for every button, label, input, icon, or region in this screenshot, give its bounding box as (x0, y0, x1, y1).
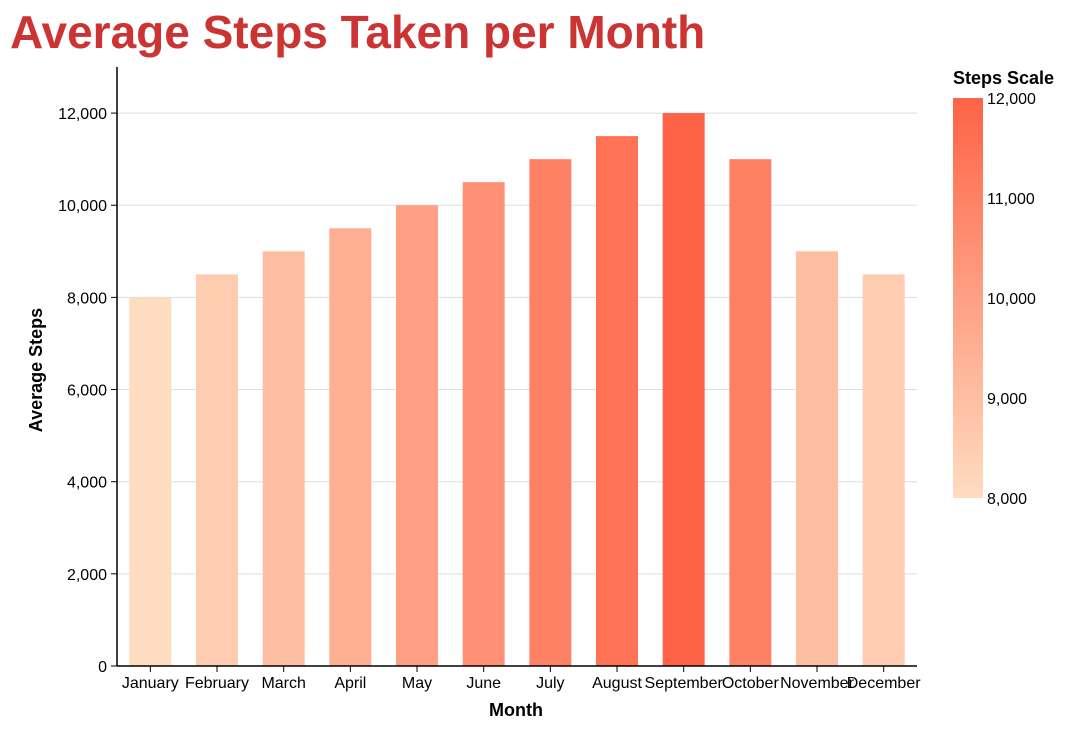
legend-label: 8,000 (987, 491, 1027, 508)
bar-september (662, 113, 705, 667)
x-tick-label: November (780, 675, 854, 692)
axes (116, 67, 917, 667)
bars (129, 113, 905, 667)
grid-lines (117, 112, 917, 575)
y-tick-label: 6,000 (67, 383, 107, 400)
x-tick-label: December (847, 675, 921, 692)
legend-color-bar (953, 98, 983, 498)
y-tick-labels: 0 2,000 4,000 6,000 8,000 10,000 12,000 (58, 106, 117, 676)
y-tick-label: 4,000 (67, 475, 107, 492)
legend-label: 10,000 (987, 291, 1036, 308)
x-tick-label: January (122, 675, 179, 692)
bar-april (329, 228, 372, 666)
x-tick-label: May (402, 675, 432, 692)
bar-february (196, 274, 238, 666)
x-tick-label: September (645, 675, 724, 692)
chart-title: Average Steps Taken per Month (10, 6, 706, 58)
x-tick-labels: January February March April May June July Augu… (122, 666, 921, 692)
bar-december (862, 274, 905, 666)
x-tick-label: June (466, 675, 501, 692)
y-axis-title: Average Steps (26, 308, 46, 432)
legend-labels: 12,000 11,000 10,000 9,000 8,000 (987, 91, 1036, 508)
x-tick-label: July (536, 675, 564, 692)
y-tick-label: 8,000 (67, 290, 107, 307)
legend-label: 9,000 (987, 391, 1027, 408)
y-tick-label: 10,000 (58, 198, 107, 215)
bar-january (129, 297, 172, 666)
y-tick-label: 12,000 (58, 106, 107, 123)
legend: Steps Scale 12,000 11,000 10,000 9,000 8,000 (953, 68, 1054, 508)
x-tick-label: April (334, 675, 366, 692)
x-tick-label: March (261, 675, 305, 692)
bar-june (462, 182, 505, 666)
bar-august (596, 136, 638, 667)
bar-may (396, 205, 438, 666)
x-tick-label: August (592, 675, 642, 692)
bar-july (529, 159, 572, 666)
legend-title: Steps Scale (953, 68, 1054, 88)
x-tick-label: February (185, 675, 249, 692)
y-tick-label: 0 (98, 659, 107, 676)
x-tick-label: October (722, 675, 780, 692)
x-axis-title: Month (489, 700, 543, 720)
bar-october (729, 159, 772, 666)
y-tick-label: 2,000 (67, 567, 107, 584)
bar-march (262, 251, 305, 667)
bar-november (796, 251, 838, 667)
legend-label: 12,000 (987, 91, 1036, 108)
legend-label: 11,000 (987, 191, 1035, 208)
